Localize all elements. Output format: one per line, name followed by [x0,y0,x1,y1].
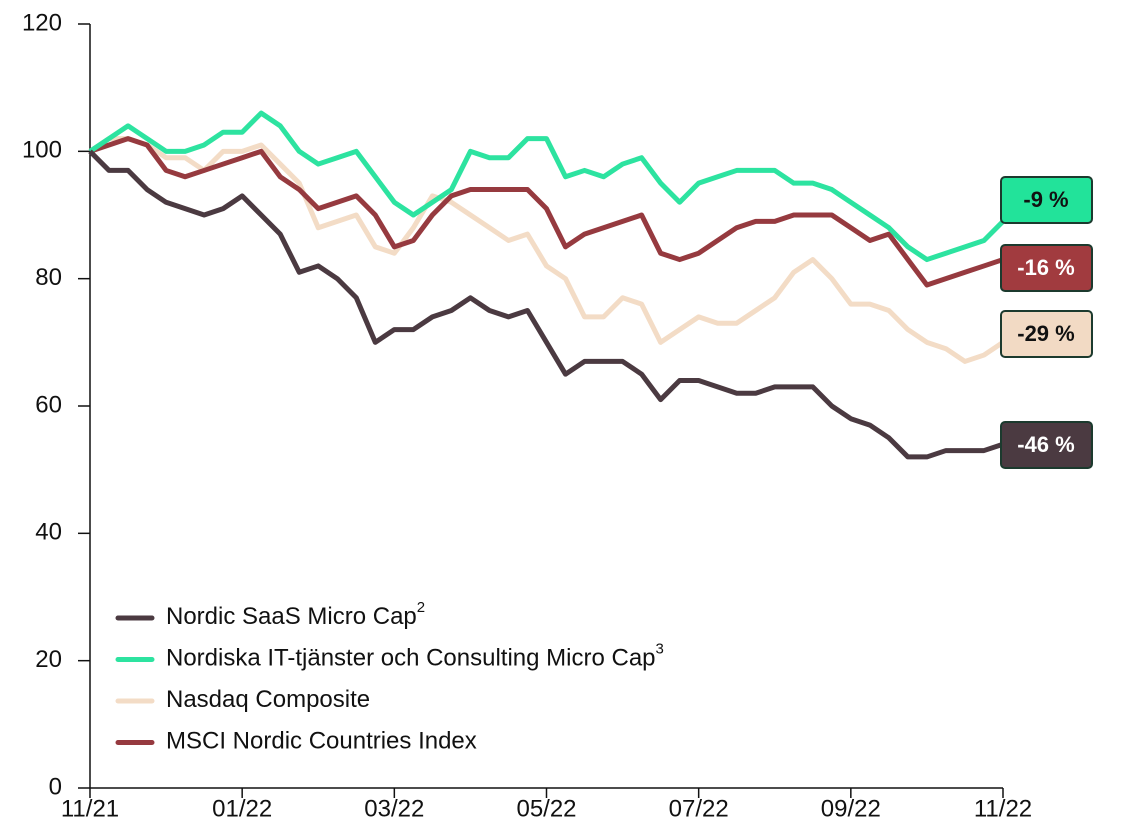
series-line [88,110,1005,263]
x-tick-label: 09/22 [821,795,881,822]
y-tick-label: 60 [35,391,62,418]
end-label-box [1000,176,1093,224]
x-tick-label: 05/22 [516,795,576,822]
y-tick-label: 0 [49,773,62,800]
legend-note: 3 [656,640,664,657]
x-tick-label: 07/22 [669,795,729,822]
y-tick-label: 40 [35,519,62,546]
end-label: -46 % [1017,432,1074,457]
end-label: -29 % [1017,321,1074,346]
series-line [88,149,1004,460]
end-label-box [1000,310,1093,358]
legend-label: Nasdaq Composite [166,686,370,713]
legend-name: Nasdaq Composite [166,686,370,713]
legend-label: Nordiska IT-tjänster och Consulting Micr… [166,640,664,671]
x-tick-label: 03/22 [364,795,424,822]
y-tick-label: 80 [35,264,62,291]
end-label-box [1000,421,1093,469]
end-label: -9 % [1023,187,1068,212]
y-tick-label: 100 [22,137,62,164]
legend-name: Nordiska IT-tjänster och Consulting Micr… [166,645,656,672]
end-label: -16 % [1017,255,1074,280]
series-line [88,136,1005,364]
x-tick-label: 01/22 [212,795,272,822]
y-tick-label: 120 [22,9,62,36]
x-tick-label: 11/21 [61,795,119,822]
series-line [89,136,1004,288]
x-tick-label: 11/22 [974,795,1032,822]
y-tick-label: 20 [35,646,62,673]
legend-label: MSCI Nordic Countries Index [166,728,477,755]
legend-note: 2 [417,599,425,616]
end-label-box [1000,244,1093,292]
legend-label: Nordic SaaS Micro Cap2 [166,599,425,630]
legend-name: MSCI Nordic Countries Index [166,728,477,755]
legend-name: Nordic SaaS Micro Cap [166,603,417,630]
